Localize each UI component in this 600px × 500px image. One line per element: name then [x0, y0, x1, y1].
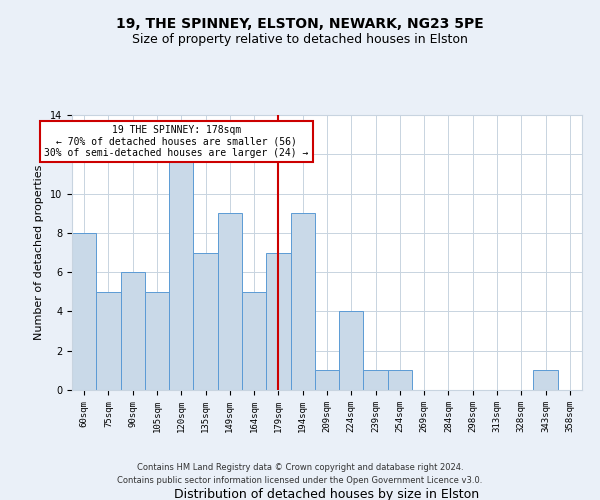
Bar [533, 370, 558, 390]
Y-axis label: Number of detached properties: Number of detached properties [34, 165, 44, 340]
Bar [145, 292, 169, 390]
Bar [339, 312, 364, 390]
Bar [218, 213, 242, 390]
Bar [96, 292, 121, 390]
Bar [290, 213, 315, 390]
Bar [242, 292, 266, 390]
Text: Contains HM Land Registry data © Crown copyright and database right 2024.: Contains HM Land Registry data © Crown c… [137, 462, 463, 471]
Text: Size of property relative to detached houses in Elston: Size of property relative to detached ho… [132, 32, 468, 46]
Bar [266, 252, 290, 390]
Text: 19 THE SPINNEY: 178sqm
← 70% of detached houses are smaller (56)
30% of semi-det: 19 THE SPINNEY: 178sqm ← 70% of detached… [44, 125, 308, 158]
Bar [315, 370, 339, 390]
Bar [388, 370, 412, 390]
Text: Contains public sector information licensed under the Open Government Licence v3: Contains public sector information licen… [118, 476, 482, 485]
X-axis label: Distribution of detached houses by size in Elston: Distribution of detached houses by size … [175, 488, 479, 500]
Text: 19, THE SPINNEY, ELSTON, NEWARK, NG23 5PE: 19, THE SPINNEY, ELSTON, NEWARK, NG23 5P… [116, 18, 484, 32]
Bar [121, 272, 145, 390]
Bar [72, 233, 96, 390]
Bar [364, 370, 388, 390]
Bar [169, 154, 193, 390]
Bar [193, 252, 218, 390]
